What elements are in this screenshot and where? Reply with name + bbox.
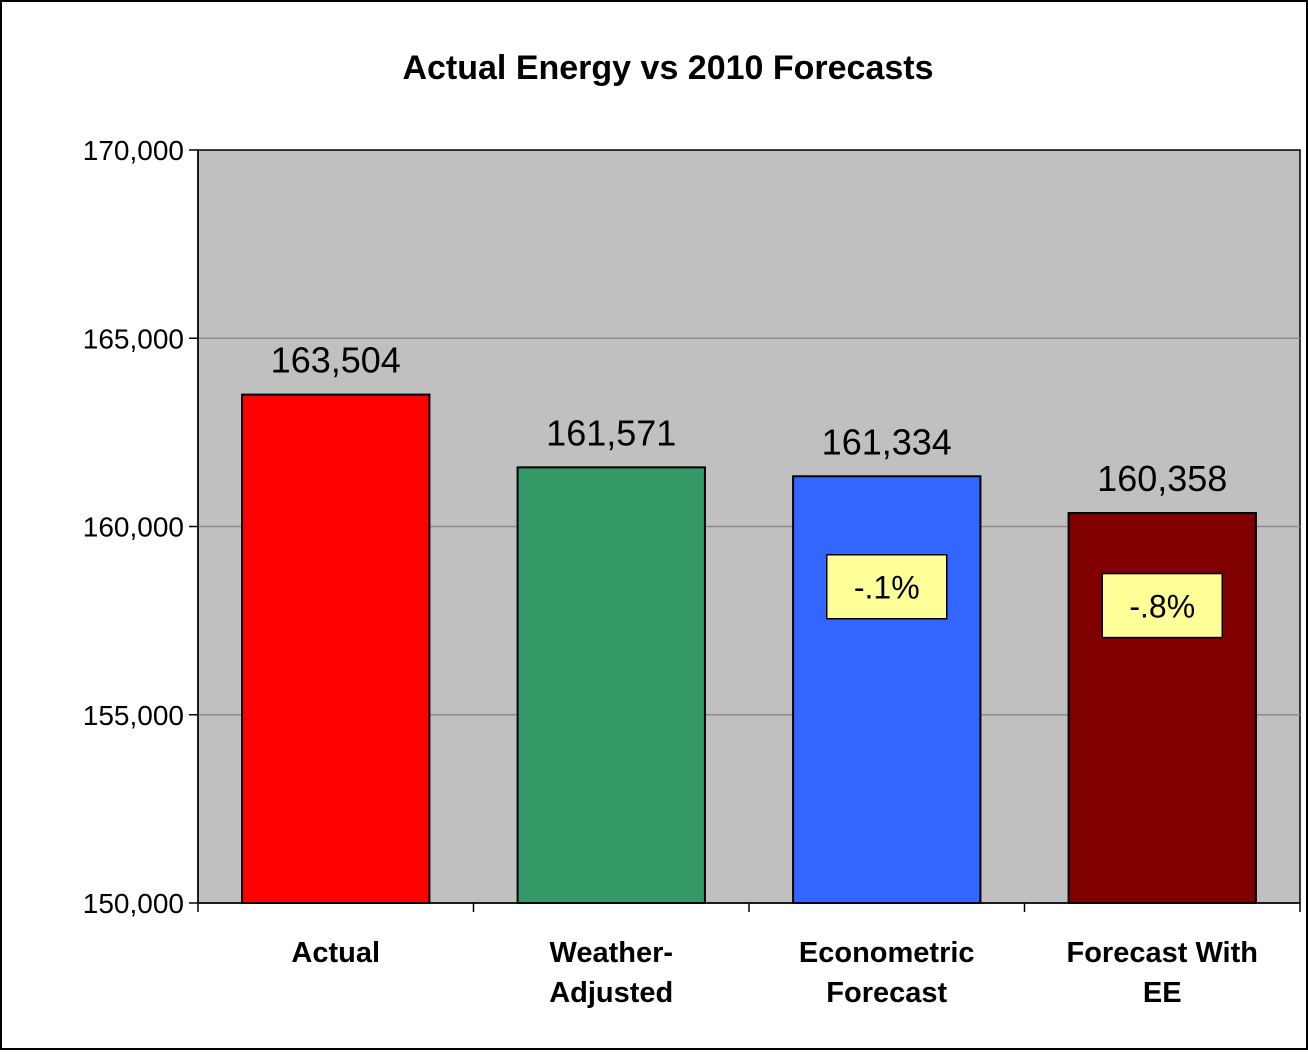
category-label: Weather- xyxy=(549,937,673,969)
bar-value-label: 161,571 xyxy=(546,412,676,453)
category-label: Adjusted xyxy=(549,977,673,1009)
category-label: Forecast xyxy=(826,977,947,1009)
y-tick-label: 155,000 xyxy=(83,700,184,731)
bar xyxy=(516,466,706,904)
y-tick-label: 170,000 xyxy=(83,135,184,166)
percent-change-label: -.8% xyxy=(1129,589,1195,625)
bar-value-label: 163,504 xyxy=(271,340,401,381)
y-tick-label: 150,000 xyxy=(83,888,184,919)
y-tick-label: 165,000 xyxy=(83,323,184,354)
category-label: Forecast With xyxy=(1067,937,1259,969)
percent-change-badge xyxy=(1101,572,1223,639)
percent-change-label: -.1% xyxy=(854,570,920,606)
chart-title: Actual Energy vs 2010 Forecasts xyxy=(402,49,933,87)
y-tick-label: 160,000 xyxy=(83,512,184,543)
bar xyxy=(1067,512,1257,904)
bar xyxy=(792,475,982,904)
category-label: Actual xyxy=(291,937,380,969)
category-label: Econometric xyxy=(799,937,975,969)
bar xyxy=(241,393,431,904)
bar-value-label: 160,358 xyxy=(1097,458,1227,499)
percent-change-badge xyxy=(826,553,948,620)
bar-value-label: 161,334 xyxy=(822,421,952,462)
category-label: EE xyxy=(1143,977,1182,1009)
